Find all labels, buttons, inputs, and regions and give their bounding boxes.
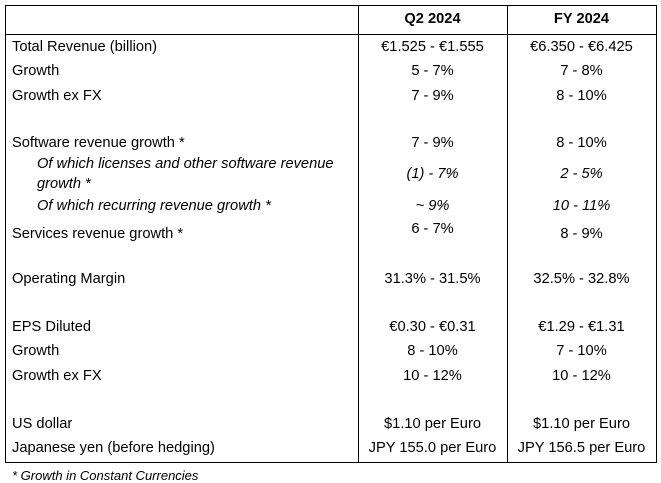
q2-value: 6 - 7%: [411, 221, 454, 237]
fy-value: 8 - 9%: [560, 226, 603, 242]
row-software-revenue-growth: Software revenue growth * 7 - 9% 8 - 10%: [0, 133, 661, 153]
row-total-revenue: Total Revenue (billion) €1.525 - €1.555 …: [0, 37, 661, 57]
row-licenses-growth: Of which licenses and other software rev…: [0, 154, 661, 194]
row-label: Of which recurring revenue growth *: [37, 198, 271, 214]
fy-value: $1.10 per Euro: [533, 416, 630, 432]
row-services-revenue-growth: Services revenue growth * 6 - 7% 8 - 9%: [0, 221, 661, 244]
row-label: Growth ex FX: [12, 88, 102, 104]
fy-value: 10 - 12%: [552, 368, 611, 384]
row-recurring-revenue-growth: Of which recurring revenue growth * ~ 9%…: [0, 196, 661, 216]
row-eps-diluted: EPS Diluted €0.30 - €0.31 €1.29 - €1.31: [0, 317, 661, 337]
fy-value: €1.29 - €1.31: [538, 319, 625, 335]
row-label: Total Revenue (billion): [12, 39, 158, 55]
table-frame: [5, 5, 657, 463]
row-label: Software revenue growth *: [12, 135, 185, 151]
row-label: Of which licenses and other software rev…: [37, 156, 334, 192]
row-label: Services revenue growth *: [12, 226, 184, 242]
row-operating-margin: Operating Margin 31.3% - 31.5% 32.5% - 3…: [0, 269, 661, 289]
q2-value: (1) - 7%: [406, 166, 459, 182]
row-label: Japanese yen (before hedging): [12, 440, 215, 456]
row-label: Operating Margin: [12, 271, 126, 287]
row-eps-growth-ex-fx: Growth ex FX 10 - 12% 10 - 12%: [0, 366, 661, 386]
q2-value: 10 - 12%: [403, 368, 462, 384]
fy-value: 7 - 10%: [556, 343, 607, 359]
q2-value: JPY 155.0 per Euro: [368, 440, 497, 456]
q2-value: 7 - 9%: [411, 88, 454, 104]
q2-value: €0.30 - €0.31: [389, 319, 476, 335]
row-label: US dollar: [12, 416, 73, 432]
column-divider-q2: [358, 5, 359, 463]
row-label: EPS Diluted: [12, 319, 92, 335]
fy-value: JPY 156.5 per Euro: [517, 440, 646, 456]
row-eps-growth: Growth 8 - 10% 7 - 10%: [0, 341, 661, 361]
fy-value: 7 - 8%: [560, 63, 603, 79]
fy-value: 2 - 5%: [560, 166, 603, 182]
row-label: Growth ex FX: [12, 368, 102, 384]
q2-value: 31.3% - 31.5%: [384, 271, 481, 287]
column-divider-fy: [507, 5, 508, 463]
fy-value: 8 - 10%: [556, 135, 607, 151]
q2-value: $1.10 per Euro: [384, 416, 481, 432]
q2-value: ~ 9%: [415, 198, 450, 214]
q2-value: 7 - 9%: [411, 135, 454, 151]
row-label: Growth: [12, 63, 60, 79]
table-header-row: Q2 2024 FY 2024: [0, 9, 661, 29]
fy-value: €6.350 - €6.425: [530, 39, 633, 55]
row-label: Growth: [12, 343, 60, 359]
column-header-q2: Q2 2024: [404, 11, 461, 27]
fy-value: 10 - 11%: [552, 198, 611, 214]
q2-value: €1.525 - €1.555: [381, 39, 484, 55]
header-divider: [5, 34, 657, 35]
row-revenue-growth-ex-fx: Growth ex FX 7 - 9% 8 - 10%: [0, 86, 661, 106]
row-japanese-yen: Japanese yen (before hedging) JPY 155.0 …: [0, 438, 661, 458]
column-header-fy: FY 2024: [553, 11, 610, 27]
q2-value: 8 - 10%: [407, 343, 458, 359]
row-us-dollar: US dollar $1.10 per Euro $1.10 per Euro: [0, 414, 661, 434]
footnote: * Growth in Constant Currencies: [12, 468, 199, 483]
fy-value: 32.5% - 32.8%: [533, 271, 630, 287]
q2-value: 5 - 7%: [411, 63, 454, 79]
fy-value: 8 - 10%: [556, 88, 607, 104]
row-revenue-growth: Growth 5 - 7% 7 - 8%: [0, 61, 661, 81]
